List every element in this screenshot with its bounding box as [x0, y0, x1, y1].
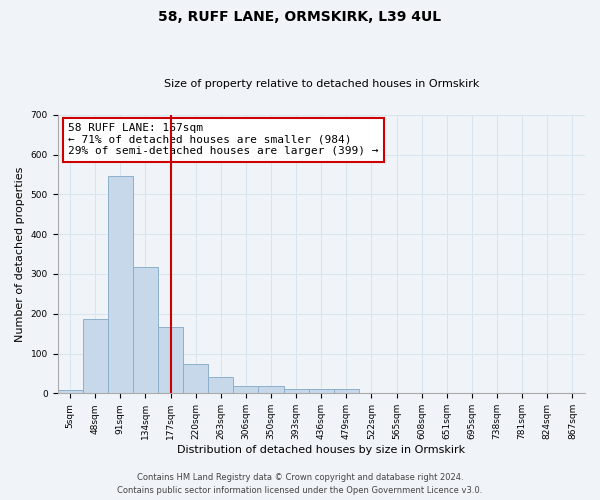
Text: 58 RUFF LANE: 167sqm
← 71% of detached houses are smaller (984)
29% of semi-deta: 58 RUFF LANE: 167sqm ← 71% of detached h… [68, 123, 379, 156]
X-axis label: Distribution of detached houses by size in Ormskirk: Distribution of detached houses by size … [177, 445, 466, 455]
Bar [158, 327, 183, 394]
Bar [334, 390, 359, 394]
Bar [183, 364, 208, 394]
Bar [83, 320, 108, 394]
Bar [233, 386, 259, 394]
Title: Size of property relative to detached houses in Ormskirk: Size of property relative to detached ho… [164, 79, 479, 89]
Bar [284, 389, 309, 394]
Text: 58, RUFF LANE, ORMSKIRK, L39 4UL: 58, RUFF LANE, ORMSKIRK, L39 4UL [158, 10, 442, 24]
Bar [384, 392, 409, 394]
Bar [108, 176, 133, 394]
Text: Contains HM Land Registry data © Crown copyright and database right 2024.
Contai: Contains HM Land Registry data © Crown c… [118, 474, 482, 495]
Bar [133, 267, 158, 394]
Bar [259, 386, 284, 394]
Y-axis label: Number of detached properties: Number of detached properties [15, 166, 25, 342]
Bar [309, 390, 334, 394]
Bar [208, 376, 233, 394]
Bar [58, 390, 83, 394]
